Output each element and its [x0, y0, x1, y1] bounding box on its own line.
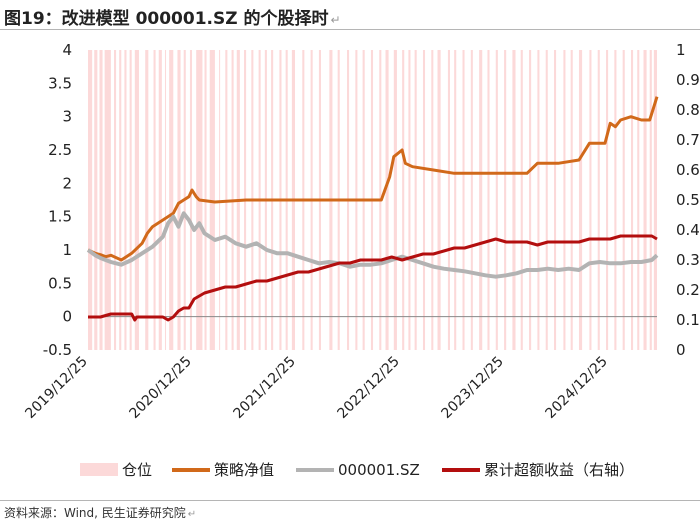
- right-axis-tick-label: 1: [676, 41, 686, 59]
- return-mark-icon: ↵: [330, 13, 341, 27]
- position-band: [597, 50, 600, 350]
- right-axis-tick-label: 0.9: [676, 71, 700, 89]
- position-band: [470, 50, 473, 350]
- position-band: [563, 50, 566, 350]
- right-axis-tick-label: 0.5: [676, 191, 700, 209]
- strategy-nav-line: [87, 96, 659, 262]
- position-band: [630, 50, 634, 350]
- x-axis-tick-label: 2023/12/25: [439, 354, 507, 422]
- position-band: [570, 50, 573, 350]
- position-band: [520, 50, 523, 350]
- position-band: [622, 50, 625, 350]
- position-band: [431, 50, 434, 350]
- legend-strategy-label: 策略净值: [214, 461, 274, 479]
- position-band: [637, 50, 640, 350]
- left-axis-tick-label: 2: [62, 174, 72, 192]
- position-band: [385, 50, 389, 350]
- position-band: [529, 50, 532, 350]
- position-band: [104, 50, 111, 350]
- legend-excess-label: 累计超额收益（右轴）: [484, 461, 634, 479]
- position-band: [578, 50, 583, 350]
- position-band: [119, 50, 122, 350]
- x-axis-tick-label: 2024/12/25: [543, 354, 611, 422]
- position-band: [545, 50, 548, 350]
- left-axis-tick-label: 3.5: [48, 74, 72, 92]
- left-axis-tick-label: 1.5: [48, 208, 72, 226]
- position-band: [99, 50, 103, 350]
- position-band: [134, 50, 139, 350]
- legend-position-swatch: [80, 463, 118, 476]
- x-axis-tick-label: 2019/12/25: [22, 354, 90, 422]
- position-band: [402, 50, 405, 350]
- position-band: [145, 50, 149, 350]
- position-band: [164, 50, 167, 350]
- legend: 仓位 策略净值 000001.SZ 累计超额收益（右轴）: [80, 461, 634, 479]
- position-band: [408, 50, 411, 350]
- position-band: [554, 50, 557, 350]
- chart: 4 3.5 3 2.5 2 1.5 1 0.5 0 -0.5 1 0.9 0.8 0.7 0.6 0.5 0.4…: [22, 41, 700, 479]
- left-axis-tick-label: 0.5: [48, 274, 72, 292]
- right-axis-tick-label: 0.7: [676, 131, 700, 149]
- position-band: [114, 50, 117, 350]
- position-band: [537, 50, 540, 350]
- left-axis-tick-label: 3: [62, 108, 72, 126]
- position-band: [649, 50, 652, 350]
- position-band: [504, 50, 507, 350]
- position-band: [153, 50, 156, 350]
- position-band: [462, 50, 465, 350]
- x-axis-tick-label: 2022/12/25: [335, 354, 403, 422]
- position-band: [177, 50, 181, 350]
- position-band: [158, 50, 162, 350]
- right-axis-tick-label: 0.3: [676, 251, 700, 269]
- position-band: [209, 50, 215, 350]
- left-axis-tick-label: 0: [62, 308, 72, 326]
- position-band: [393, 50, 397, 350]
- position-band: [512, 50, 516, 350]
- position-band: [129, 50, 132, 350]
- position-band: [653, 50, 657, 350]
- series-lines: [86, 96, 659, 322]
- stock-price-line: [86, 211, 659, 279]
- position-band: [414, 50, 417, 350]
- position-band: [495, 50, 498, 350]
- chart-title: 图19：改进模型 000001.SZ 的个股择时 ↵: [4, 9, 341, 29]
- right-axis-tick-label: 0.4: [676, 221, 700, 239]
- position-band: [479, 50, 483, 350]
- position-band: [614, 50, 617, 350]
- position-band: [589, 50, 592, 350]
- left-axis-tick-label: 4: [62, 41, 72, 59]
- position-band: [169, 50, 174, 350]
- source-note: 资料来源：Wind, 民生证券研究院 ↵: [4, 506, 197, 520]
- right-axis-tick-label: 0.8: [676, 101, 700, 119]
- right-axis-tick-label: 0.1: [676, 311, 700, 329]
- left-axis-tick-label: 1: [62, 241, 72, 259]
- position-band: [454, 50, 457, 350]
- position-band: [219, 50, 221, 350]
- position-band: [124, 50, 127, 350]
- position-band: [643, 50, 647, 350]
- right-axis-tick-label: 0.2: [676, 281, 700, 299]
- left-axis-tick-label: -0.5: [43, 341, 72, 359]
- right-axis-tick-label: 0.6: [676, 161, 700, 179]
- legend-position-label: 仓位: [122, 461, 152, 479]
- title-divider: [0, 29, 700, 30]
- return-mark-icon: ↵: [187, 509, 197, 520]
- right-axis-tick-label: 0: [676, 341, 686, 359]
- legend-stock-label: 000001.SZ: [338, 461, 420, 479]
- left-axis-tick-label: 2.5: [48, 141, 72, 159]
- excess-return-line: [88, 234, 658, 322]
- position-band: [422, 50, 426, 350]
- position-band: [437, 50, 441, 350]
- position-band: [88, 50, 93, 350]
- footer-divider: [0, 500, 700, 501]
- position-band: [606, 50, 609, 350]
- position-band: [487, 50, 490, 350]
- x-axis-tick-label: 2020/12/25: [126, 354, 194, 422]
- position-band: [94, 50, 98, 350]
- position-band: [447, 50, 450, 350]
- position-band: [189, 50, 193, 350]
- x-axis-tick-label: 2021/12/25: [230, 354, 298, 422]
